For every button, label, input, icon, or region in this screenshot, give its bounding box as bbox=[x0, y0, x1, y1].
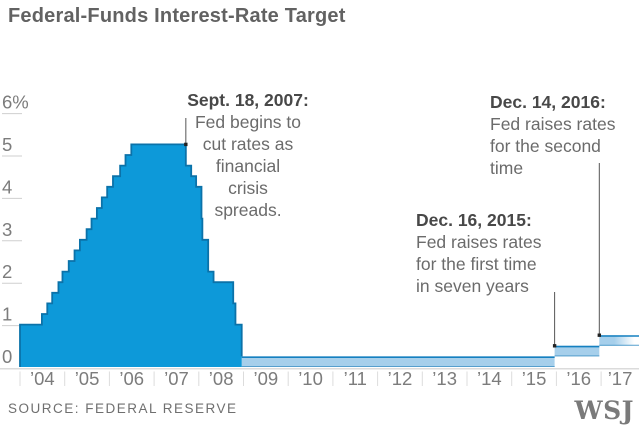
x-axis-label: ’09 bbox=[253, 368, 278, 389]
x-axis-label: ’17 bbox=[608, 368, 633, 389]
x-axis-label: ’04 bbox=[30, 368, 55, 389]
annotation-text: Fed raises rates for the first time in sev… bbox=[416, 231, 541, 297]
x-axis-label: ’05 bbox=[75, 368, 100, 389]
annotation-line: cut rates as bbox=[202, 134, 294, 154]
y-axis-label: 2 bbox=[2, 261, 12, 282]
x-axis-label: ’06 bbox=[119, 368, 144, 389]
annotation-pointer-dot bbox=[184, 142, 188, 147]
annotation-line: spreads. bbox=[214, 200, 282, 220]
annotation-sept-2007: Sept. 18, 2007: Fed begins to cut rates a… bbox=[163, 89, 333, 221]
annotation-line: for the second bbox=[490, 136, 601, 156]
target-range-band bbox=[554, 345, 600, 357]
y-axis-label: 1 bbox=[2, 304, 12, 325]
target-rate-area bbox=[20, 144, 242, 367]
annotation-pointer-dot bbox=[597, 333, 602, 337]
y-axis-label: 4 bbox=[2, 176, 12, 197]
target-rate-edge bbox=[19, 143, 243, 367]
annotation-line: in seven years bbox=[416, 276, 529, 296]
annotation-line: Fed raises rates bbox=[490, 114, 616, 134]
y-axis-label: 6% bbox=[2, 92, 29, 113]
y-axis-label: 5 bbox=[2, 134, 12, 155]
annotation-line: for the first time bbox=[416, 254, 537, 274]
annotation-text: Fed begins to cut rates as financial crisis… bbox=[163, 111, 333, 221]
x-axis-label: ’08 bbox=[209, 368, 234, 389]
annotation-line: Fed begins to bbox=[194, 112, 302, 132]
x-axis-label: ’10 bbox=[298, 368, 323, 389]
x-axis-label: ’13 bbox=[432, 368, 457, 389]
annotation-text: Fed raises rates for the second time bbox=[490, 113, 615, 179]
annotation-dec-2016: Dec. 14, 2016: Fed raises rates for the s… bbox=[490, 91, 615, 179]
x-axis-label: ’16 bbox=[566, 368, 591, 389]
wsj-logo: WSJ bbox=[574, 396, 634, 425]
annotation-dec-2015: Dec. 16, 2015: Fed raises rates for the f… bbox=[416, 209, 541, 297]
annotation-line: financial bbox=[215, 156, 281, 176]
annotation-line: crisis bbox=[228, 178, 268, 198]
annotation-date: Sept. 18, 2007: bbox=[187, 90, 309, 110]
chart-title: Federal-Funds Interest-Rate Target bbox=[8, 5, 346, 27]
y-axis-label: 0 bbox=[2, 346, 12, 367]
annotation-line: time bbox=[490, 158, 524, 178]
y-axis-label: 3 bbox=[2, 219, 12, 240]
x-axis-label: ’14 bbox=[477, 368, 502, 389]
annotation-date: Dec. 16, 2015: bbox=[416, 210, 532, 230]
target-range-band bbox=[599, 335, 639, 346]
annotation-date: Dec. 14, 2016: bbox=[490, 92, 606, 112]
target-range-band bbox=[241, 356, 555, 367]
x-axis-label: ’12 bbox=[388, 368, 413, 389]
source-credit: SOURCE: FEDERAL RESERVE bbox=[8, 401, 238, 416]
annotation-line: Fed raises rates bbox=[416, 232, 542, 252]
x-axis-label: ’15 bbox=[522, 368, 547, 389]
annotation-pointer-dot bbox=[552, 344, 557, 348]
x-axis-label: ’07 bbox=[164, 368, 189, 389]
x-axis-label: ’11 bbox=[344, 368, 367, 389]
